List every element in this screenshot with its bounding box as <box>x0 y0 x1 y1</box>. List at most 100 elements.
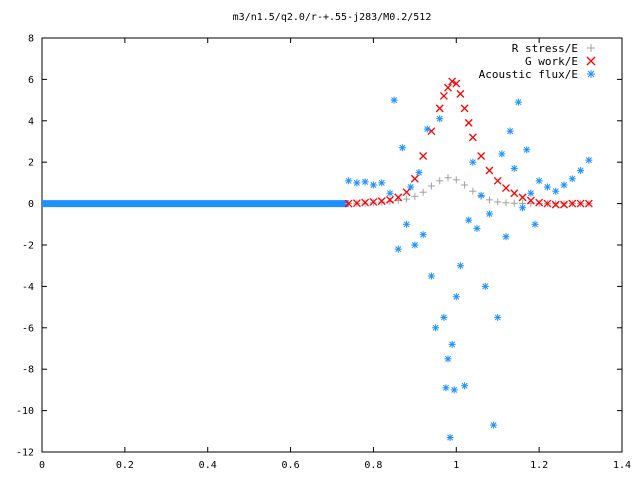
data-point <box>419 188 427 196</box>
data-point <box>535 177 543 185</box>
x-tick-label: 1.4 <box>613 460 631 471</box>
data-point <box>361 178 369 186</box>
data-point <box>361 198 370 207</box>
y-axis: -12 -10 -8 -6 -4 -2 0 2 4 6 8 <box>16 34 622 459</box>
data-point <box>461 382 469 390</box>
y-tick-label: -2 <box>22 241 34 252</box>
data-point <box>514 98 522 106</box>
data-point <box>584 199 593 208</box>
data-point <box>344 199 353 208</box>
data-point <box>552 187 560 195</box>
data-point <box>518 193 527 202</box>
data-point <box>461 181 469 189</box>
data-point <box>444 174 452 182</box>
data-point <box>448 340 456 348</box>
x-tick-label: 0 <box>39 460 45 471</box>
x-tick-label: 0.6 <box>282 460 300 471</box>
data-point <box>403 220 411 228</box>
data-point <box>585 156 593 164</box>
data-point <box>456 89 465 98</box>
data-point <box>446 434 454 442</box>
data-point <box>423 125 431 133</box>
data-point <box>439 92 448 100</box>
legend-label: Acoustic flux/E <box>479 68 578 81</box>
data-point <box>531 220 539 228</box>
legend-marker <box>586 56 596 66</box>
data-point <box>452 79 461 88</box>
data-point <box>444 83 452 92</box>
y-tick-label: 6 <box>28 75 34 86</box>
data-point <box>378 198 386 206</box>
data-point <box>436 115 444 123</box>
data-point <box>442 384 450 392</box>
data-point <box>456 262 464 270</box>
data-point <box>394 193 403 202</box>
data-point <box>394 245 402 253</box>
data-point <box>523 146 531 154</box>
data-point <box>353 179 361 187</box>
data-point <box>436 177 444 185</box>
data-point <box>460 104 469 113</box>
legend-marker <box>587 70 595 78</box>
y-tick-label: 2 <box>28 158 34 169</box>
data-point <box>519 204 527 212</box>
series-layer <box>344 77 593 442</box>
data-point <box>510 164 518 172</box>
data-point <box>377 197 386 206</box>
data-point <box>386 189 394 197</box>
data-point <box>506 127 514 135</box>
data-point <box>369 181 377 189</box>
data-point <box>527 189 535 197</box>
y-tick-label: -10 <box>16 406 34 417</box>
data-point <box>386 195 394 204</box>
data-point <box>477 191 485 199</box>
plot-border <box>41 37 623 453</box>
data-point <box>468 133 477 142</box>
y-tick-label: -12 <box>16 448 34 459</box>
data-point <box>493 176 502 185</box>
data-point <box>410 174 419 183</box>
data-point <box>390 96 398 104</box>
legend-label: G work/E <box>525 55 578 68</box>
data-point <box>502 233 510 241</box>
data-point <box>535 200 543 208</box>
data-point <box>568 199 577 208</box>
data-point <box>415 169 423 177</box>
data-point <box>473 224 481 232</box>
data-point <box>450 386 458 394</box>
data-point <box>398 144 406 152</box>
y-tick-label: 0 <box>28 199 34 210</box>
data-point <box>432 324 440 332</box>
data-point <box>485 166 494 175</box>
data-point <box>543 183 551 191</box>
data-point <box>510 199 518 207</box>
data-point <box>490 421 498 429</box>
y-tick-label: 4 <box>28 116 34 127</box>
data-point <box>465 216 473 224</box>
legend-marker <box>587 44 595 52</box>
data-point <box>560 181 568 189</box>
data-point <box>402 188 411 197</box>
legend-label: R stress/E <box>512 42 578 55</box>
data-point <box>502 184 510 193</box>
x-tick-label: 1.2 <box>530 460 548 471</box>
data-point <box>560 200 568 209</box>
chart-title: m3/n1.5/q2.0/r-+.55-j283/M0.2/512 <box>233 12 432 23</box>
data-point <box>552 200 560 208</box>
data-point <box>498 150 506 158</box>
y-tick-label: 8 <box>28 34 34 45</box>
data-point <box>576 199 585 208</box>
data-point <box>494 313 502 321</box>
data-point <box>427 182 435 190</box>
y-tick-label: -8 <box>22 365 34 376</box>
data-point <box>369 197 378 206</box>
data-point <box>427 272 435 280</box>
data-point <box>407 183 415 191</box>
data-point <box>411 192 419 200</box>
data-point <box>419 152 428 160</box>
axes-frame <box>41 37 623 453</box>
y-tick-label: -6 <box>22 323 34 334</box>
data-point <box>352 199 361 208</box>
